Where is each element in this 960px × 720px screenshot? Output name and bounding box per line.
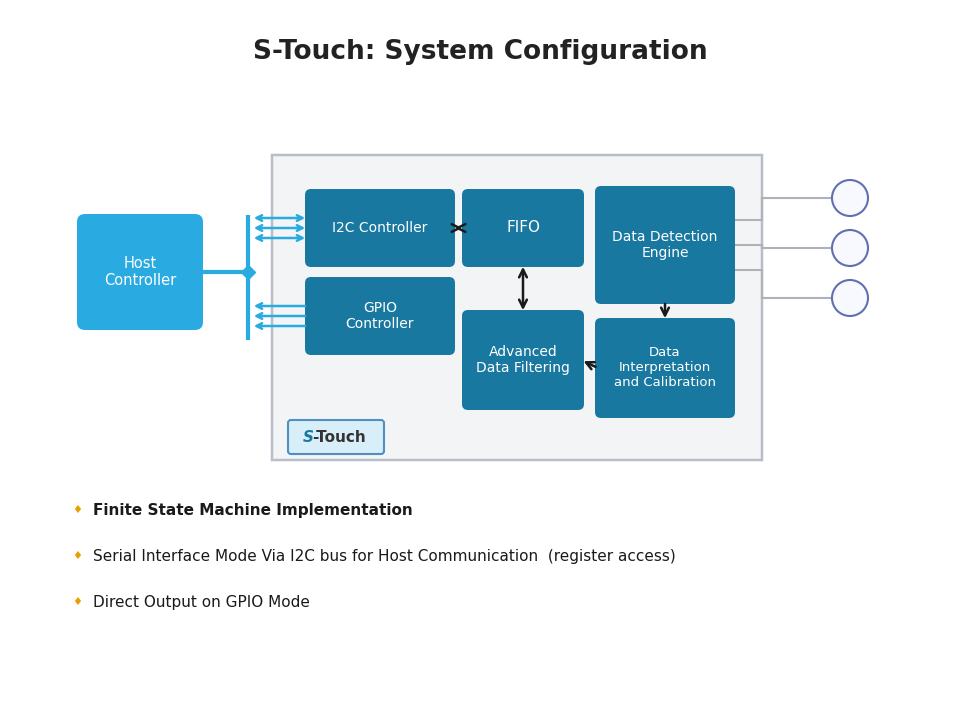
Text: GPIO
Controller: GPIO Controller [346,301,415,331]
FancyBboxPatch shape [595,318,735,418]
Text: Direct Output on GPIO Mode: Direct Output on GPIO Mode [93,595,310,610]
Text: S: S [303,430,314,444]
FancyBboxPatch shape [595,186,735,304]
Text: Finite State Machine Implementation: Finite State Machine Implementation [93,503,413,518]
FancyBboxPatch shape [305,189,455,267]
Text: Host
Controller: Host Controller [104,256,176,288]
Text: S-Touch: System Configuration: S-Touch: System Configuration [252,39,708,65]
FancyBboxPatch shape [462,189,584,267]
Text: I2C Controller: I2C Controller [332,221,428,235]
FancyBboxPatch shape [288,420,384,454]
Circle shape [832,230,868,266]
Text: -Touch: -Touch [312,430,366,444]
Text: Data
Interpretation
and Calibration: Data Interpretation and Calibration [614,346,716,390]
FancyBboxPatch shape [305,277,455,355]
Text: Serial Interface Mode Via I2C bus for Host Communication  (register access): Serial Interface Mode Via I2C bus for Ho… [93,549,676,564]
FancyBboxPatch shape [462,310,584,410]
Text: Advanced
Data Filtering: Advanced Data Filtering [476,345,570,375]
Text: Data Detection
Engine: Data Detection Engine [612,230,718,260]
Text: ♦: ♦ [72,551,82,561]
Text: FIFO: FIFO [506,220,540,235]
Circle shape [832,180,868,216]
FancyBboxPatch shape [77,214,203,330]
Text: ♦: ♦ [72,505,82,515]
Text: ♦: ♦ [72,597,82,607]
FancyBboxPatch shape [272,155,762,460]
Circle shape [832,280,868,316]
